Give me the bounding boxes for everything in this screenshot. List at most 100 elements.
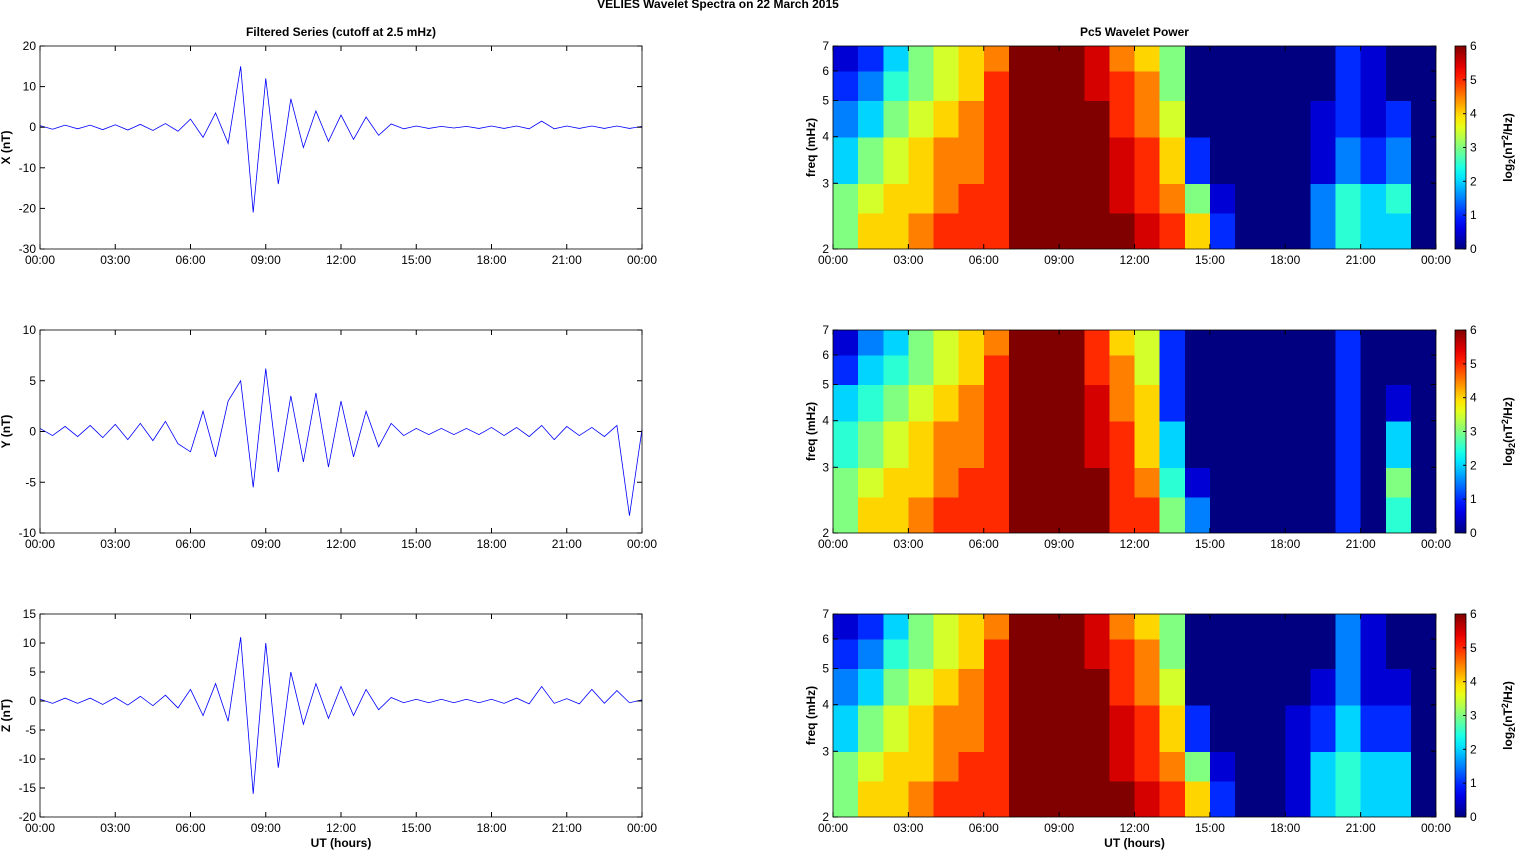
y-tick-label: 3 — [822, 460, 829, 474]
heatmap-cell — [1184, 354, 1211, 386]
heatmap-cell — [1034, 384, 1060, 422]
heatmap-cell — [1285, 780, 1311, 817]
heatmap-cell — [983, 70, 1010, 102]
colorbar-label: log2(nT2/Hz) — [1500, 397, 1516, 466]
heatmap-cell — [858, 330, 884, 356]
heatmap-cell — [1209, 420, 1236, 468]
heatmap-cell — [1385, 46, 1412, 72]
heatmap-cell — [1360, 384, 1387, 422]
heatmap-cell — [1235, 183, 1261, 214]
y-axis-label: X (nT) — [0, 131, 13, 165]
heatmap-cell — [1109, 70, 1136, 102]
colorbar-tick-label: 2 — [1470, 458, 1477, 472]
heatmap-cell — [1008, 100, 1035, 138]
heatmap-cell — [1335, 46, 1362, 72]
y-tick-label: 4 — [822, 414, 829, 428]
colorbar-tick-label: 4 — [1470, 107, 1477, 121]
x-tick-label: 12:00 — [326, 821, 356, 835]
heatmap-cell — [858, 136, 884, 184]
heatmap-cell — [1059, 496, 1085, 533]
heatmap-cell — [833, 100, 859, 138]
heatmap-cell — [958, 46, 985, 72]
heatmap-cell — [958, 136, 985, 184]
y-tick-label: 15 — [23, 607, 37, 621]
y-tick-label: 20 — [23, 39, 37, 53]
heatmap-cell — [1335, 136, 1362, 184]
heatmap-cell — [1335, 330, 1362, 356]
heatmap-cell — [983, 100, 1010, 138]
heatmap-cell — [833, 704, 859, 752]
heatmap-cell — [1410, 212, 1436, 249]
x-tick-label: 15:00 — [401, 537, 431, 551]
colorbar-label-part: /Hz) — [1501, 397, 1515, 419]
colorbar-label-part: (nT — [1501, 708, 1515, 727]
heatmap-cell — [1209, 70, 1236, 102]
panel-title: Pc5 Wavelet Power — [1080, 25, 1189, 39]
heatmap-cell — [1209, 330, 1236, 356]
heatmap-cell — [1385, 751, 1412, 782]
heatmap-cell — [833, 638, 859, 670]
heatmap-cell — [833, 780, 859, 817]
x-tick-label: 00:00 — [25, 821, 55, 835]
series-line — [39, 66, 643, 213]
heatmap-cell — [883, 751, 909, 782]
heatmap-cell — [1285, 136, 1311, 184]
heatmap-cell — [1084, 330, 1110, 356]
plot-frame — [39, 45, 643, 250]
heatmap-cell — [983, 384, 1010, 422]
heatmap-cell — [983, 668, 1010, 706]
heatmap-cell — [958, 751, 985, 782]
heatmap-cell — [1008, 638, 1035, 670]
heatmap-cell — [1335, 420, 1362, 468]
plot-frame — [39, 329, 643, 534]
heatmap-cell — [983, 183, 1010, 214]
heatmap-cell — [883, 704, 909, 752]
x-tick-label: 03:00 — [100, 821, 130, 835]
heatmap-cell — [1109, 183, 1136, 214]
x-tick-label: 09:00 — [251, 821, 281, 835]
heatmap-cell — [1109, 496, 1136, 533]
heatmap-cell — [833, 751, 859, 782]
heatmap-cell — [1209, 46, 1236, 72]
heatmap-cell — [1034, 704, 1060, 752]
y-axis-label: Z (nT) — [0, 699, 13, 732]
colorbar-tick-label: 6 — [1470, 607, 1477, 621]
heatmap-cell — [1059, 751, 1085, 782]
heatmap-cell — [1209, 751, 1236, 782]
x-axis-label: UT (hours) — [311, 836, 372, 850]
heatmap-cell — [1310, 420, 1337, 468]
heatmap-cell — [1410, 46, 1436, 72]
heatmap-cell — [858, 668, 884, 706]
heatmap-cell — [1209, 212, 1236, 249]
heatmap-cell — [1335, 100, 1362, 138]
heatmap-cell — [1184, 100, 1211, 138]
colorbar-label: log2(nT2/Hz) — [1500, 113, 1516, 182]
heatmap-cell — [1410, 354, 1436, 386]
heatmap-cell — [1260, 46, 1286, 72]
heatmap-cell — [1159, 212, 1186, 249]
heatmap-cell — [908, 100, 935, 138]
y-tick-label: 4 — [822, 130, 829, 144]
heatmap-cell — [883, 212, 909, 249]
heatmap-cell — [1209, 638, 1236, 670]
y-tick-label: -15 — [19, 781, 37, 795]
heatmap-cell — [1109, 46, 1136, 72]
heatmap-cell — [1059, 638, 1085, 670]
colorbar-label-part: 2 — [1507, 159, 1517, 164]
y-tick-label: 0 — [29, 694, 36, 708]
heatmap-cell — [1360, 212, 1387, 249]
heatmap-cell — [833, 496, 859, 533]
heatmap-cell — [1235, 780, 1261, 817]
heatmap-cell — [1285, 751, 1311, 782]
heatmap-cell — [1059, 704, 1085, 752]
heatmap-cell — [1034, 751, 1060, 782]
x-tick-label: 15:00 — [1195, 537, 1225, 551]
heatmap-cell — [1360, 136, 1387, 184]
x-tick-label: 18:00 — [476, 253, 506, 267]
heatmap-cell — [1159, 751, 1186, 782]
heatmap-cell — [1109, 614, 1136, 640]
heatmap-cell — [1260, 100, 1286, 138]
heatmap-cell — [833, 354, 859, 386]
colorbar-tick-label: 5 — [1470, 357, 1477, 371]
